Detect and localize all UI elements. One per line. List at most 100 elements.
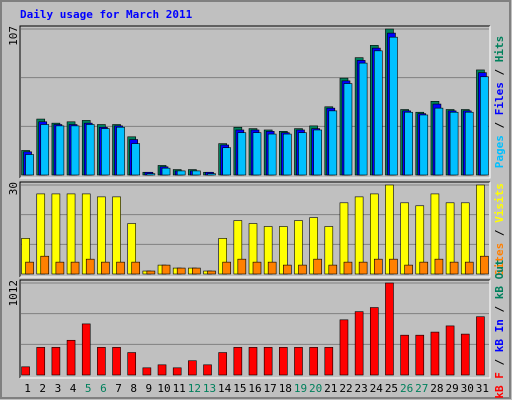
bar <box>309 347 318 376</box>
legend-entry: Hits <box>493 36 506 63</box>
bar <box>55 261 65 275</box>
bar <box>25 261 34 275</box>
legend: kB F / kB In / kB Out <box>493 259 506 398</box>
plot-shadow <box>19 25 490 178</box>
x-tick-label: 25 <box>385 382 398 395</box>
bar <box>343 83 353 176</box>
bar <box>131 261 141 275</box>
bar <box>354 311 364 376</box>
plot-light <box>20 182 491 278</box>
bar <box>97 347 106 376</box>
bar <box>101 261 110 275</box>
bar <box>192 170 201 176</box>
x-tick-label: 30 <box>461 382 474 395</box>
bar <box>142 367 152 376</box>
bar <box>40 255 50 275</box>
bar <box>207 270 216 275</box>
x-tick-label: 3 <box>55 382 62 395</box>
x-tick-label: 21 <box>324 382 337 395</box>
bar <box>161 264 171 275</box>
legend-separator: / <box>493 62 506 82</box>
bar <box>476 316 485 376</box>
plot-shadow <box>19 181 490 277</box>
bar <box>339 319 349 376</box>
bar <box>449 111 459 176</box>
legend-separator: / <box>493 352 506 372</box>
x-tick-label: 17 <box>264 382 277 395</box>
x-tick-label: 4 <box>70 382 77 395</box>
bar <box>66 339 76 376</box>
bar <box>116 126 125 176</box>
bar <box>218 352 227 376</box>
x-tick-label: 19 <box>294 382 307 395</box>
bar <box>222 147 231 176</box>
bar <box>248 347 258 376</box>
bar <box>419 261 429 275</box>
x-tick-label: 1 <box>24 382 31 395</box>
x-tick-label: 5 <box>85 382 92 395</box>
bar <box>127 352 137 376</box>
x-tick-label: 23 <box>355 382 368 395</box>
bar <box>146 270 156 275</box>
bar <box>343 261 353 275</box>
bar <box>480 76 489 176</box>
x-tick-label: 26 <box>400 382 413 395</box>
bar <box>157 364 167 376</box>
x-tick-label: 20 <box>309 382 322 395</box>
bar <box>294 347 303 376</box>
bar <box>161 167 171 176</box>
plot-light <box>20 26 491 179</box>
bar <box>400 334 409 376</box>
bar <box>188 360 197 376</box>
legend-separator: / <box>493 299 506 319</box>
bar <box>70 261 80 275</box>
bar <box>36 347 46 376</box>
bar <box>298 132 307 176</box>
bar <box>313 258 322 275</box>
bar <box>176 170 186 176</box>
bar <box>237 258 247 275</box>
bar <box>419 114 429 176</box>
plot-light <box>20 280 491 379</box>
legend-entry: kB In <box>493 319 506 352</box>
x-tick-label: 31 <box>476 382 489 395</box>
bar <box>55 125 65 176</box>
x-tick-label: 29 <box>445 382 458 395</box>
bar <box>279 347 288 376</box>
bar <box>131 143 141 176</box>
x-tick-label: 6 <box>100 382 107 395</box>
x-tick-label: 2 <box>39 382 46 395</box>
legend-entry: kB F <box>493 372 506 399</box>
bar <box>101 128 110 176</box>
bar <box>192 267 201 275</box>
legend: Pages / Files / Hits <box>493 36 506 169</box>
legend-separator: / <box>493 223 506 243</box>
legend-entry: Visits <box>493 183 506 223</box>
bar <box>449 261 459 275</box>
legend-entry: Sites <box>493 243 506 276</box>
bar <box>40 124 50 176</box>
bar <box>369 307 379 376</box>
x-tick-label: 16 <box>248 382 261 395</box>
x-tick-label: 9 <box>146 382 153 395</box>
bar <box>385 282 394 376</box>
y-tick-label: 107 <box>7 26 20 46</box>
bar <box>358 62 368 176</box>
x-tick-label: 15 <box>233 382 246 395</box>
bar <box>81 323 91 376</box>
bar <box>237 132 247 176</box>
x-tick-label: 22 <box>339 382 352 395</box>
bar <box>25 154 34 176</box>
bar <box>404 264 413 275</box>
x-tick-label: 11 <box>173 382 186 395</box>
bar <box>328 264 338 275</box>
bar <box>480 255 489 275</box>
bar <box>460 333 470 376</box>
y-tick-label: 1012 <box>7 280 20 307</box>
x-tick-label: 28 <box>430 382 443 395</box>
bar <box>389 36 398 176</box>
bar <box>116 261 125 275</box>
bar <box>146 173 156 176</box>
bar <box>21 366 30 376</box>
